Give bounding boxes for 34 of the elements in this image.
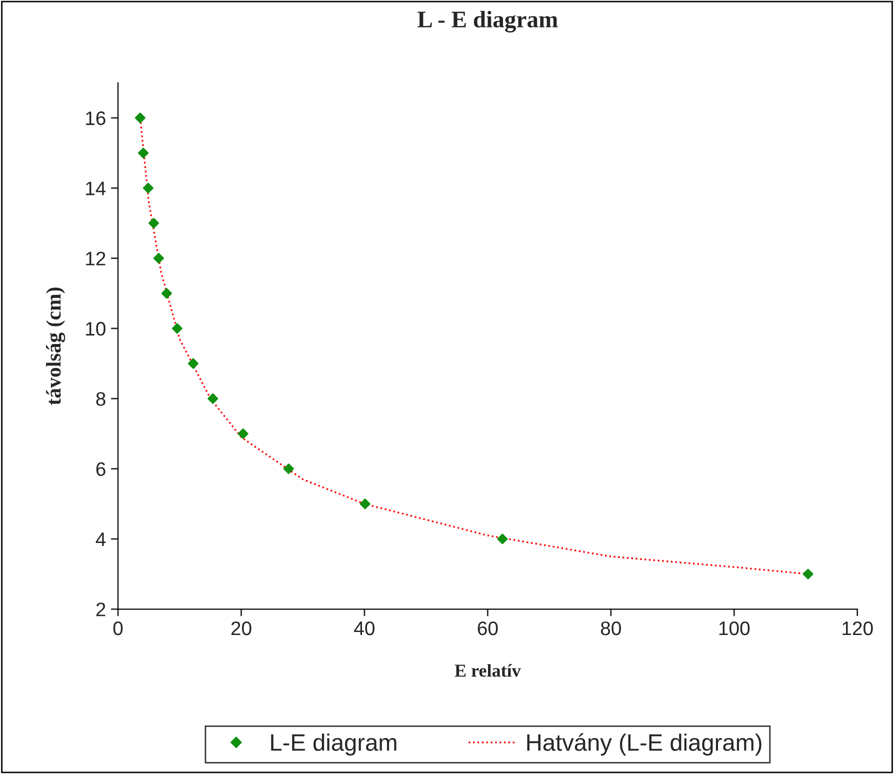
- point: [283, 463, 294, 474]
- x-tick-label: 0: [113, 621, 123, 636]
- legend-label: L-E diagram: [271, 734, 396, 756]
- point: [497, 534, 508, 544]
- x-tick-label: 80: [600, 621, 621, 636]
- point: [161, 288, 172, 299]
- y-tick-label: 4: [96, 532, 106, 546]
- y-tick-label: 8: [96, 392, 106, 406]
- point: [360, 498, 370, 510]
- point: [138, 148, 149, 158]
- x-tick-label: 100: [719, 621, 750, 636]
- point: [188, 358, 198, 369]
- y-tick-label: 10: [86, 322, 106, 336]
- legend-label: Hatvány (L-E diagram): [527, 733, 762, 756]
- x-tick-label: 40: [354, 621, 375, 636]
- x-tick-label: 20: [231, 621, 252, 636]
- point: [208, 393, 218, 404]
- x-axis-title: E relatív: [454, 664, 521, 677]
- y-axis-title: távolság (cm): [46, 288, 66, 405]
- point: [148, 218, 160, 228]
- point: [153, 252, 164, 264]
- y-tick-label: 12: [86, 252, 106, 266]
- point: [238, 428, 248, 439]
- x-tick-label: 60: [478, 621, 498, 636]
- point: [172, 323, 182, 334]
- point: [802, 568, 814, 580]
- y-tick-label: 2: [96, 602, 106, 616]
- y-tick-label: 6: [96, 462, 106, 476]
- x-tick-label: 120: [842, 621, 873, 636]
- y-tick-label: 14: [86, 182, 106, 196]
- point: [142, 182, 154, 194]
- chart-title: L - E diagram: [418, 10, 558, 32]
- y-tick-label: 16: [86, 111, 106, 126]
- point: [134, 112, 146, 124]
